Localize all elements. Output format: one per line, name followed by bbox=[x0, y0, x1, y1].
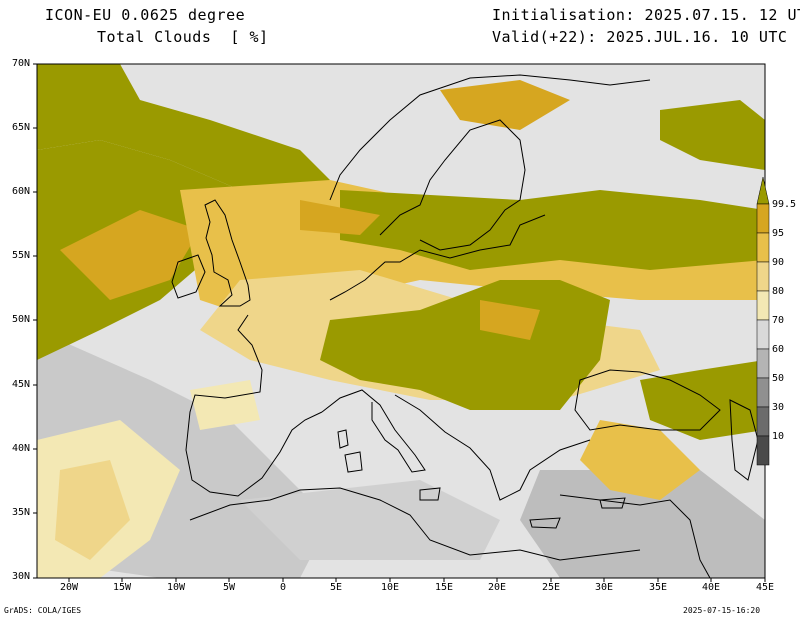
lat-label: 65N bbox=[11, 122, 30, 133]
colorbar-swatch bbox=[756, 377, 770, 408]
lat-label: 45N bbox=[11, 379, 30, 390]
lon-label: 10W bbox=[166, 582, 186, 593]
lon-label: 35E bbox=[648, 582, 668, 593]
colorbar-swatch bbox=[756, 406, 770, 437]
lat-label: 40N bbox=[11, 443, 30, 454]
axis-ticks bbox=[33, 63, 766, 582]
lon-label: 40E bbox=[701, 582, 721, 593]
lon-label: 25E bbox=[541, 582, 561, 593]
lon-label: 15E bbox=[434, 582, 454, 593]
footer-timestamp: 2025-07-15-16:20 bbox=[683, 606, 761, 615]
valid-time: Valid(+22): 2025.JUL.16. 10 UTC bbox=[492, 28, 788, 46]
colorbar-swatch bbox=[756, 290, 770, 321]
colorbar-swatch bbox=[756, 203, 770, 234]
colorbar-swatch bbox=[756, 435, 770, 466]
field-title: Total Clouds [ %] bbox=[97, 28, 269, 46]
colorbar bbox=[756, 176, 770, 466]
lon-label: 20W bbox=[59, 582, 79, 593]
colorbar-label: 99.5 bbox=[772, 199, 797, 210]
lat-label: 70N bbox=[11, 58, 30, 69]
lon-label: 30E bbox=[594, 582, 614, 593]
map-field bbox=[37, 64, 765, 578]
lat-label: 60N bbox=[11, 186, 30, 197]
lon-label: 45E bbox=[755, 582, 775, 593]
colorbar-swatch bbox=[756, 348, 770, 379]
lon-label: 10E bbox=[380, 582, 400, 593]
colorbar-label: 50 bbox=[772, 373, 785, 384]
lat-label: 30N bbox=[11, 571, 30, 582]
lon-label: 0 bbox=[279, 582, 287, 593]
colorbar-label: 60 bbox=[772, 344, 785, 355]
coastlines bbox=[171, 74, 759, 578]
footer-credit: GrADS: COLA/IGES bbox=[4, 606, 82, 615]
model-title: ICON-EU 0.0625 degree bbox=[45, 6, 246, 24]
lon-label: 20E bbox=[487, 582, 507, 593]
colorbar-swatch bbox=[756, 319, 770, 350]
colorbar-label: 95 bbox=[772, 228, 785, 239]
lon-label: 15W bbox=[112, 582, 132, 593]
colorbar-label: 70 bbox=[772, 315, 785, 326]
init-time: Initialisation: 2025.07.15. 12 UTC bbox=[492, 6, 800, 24]
lon-label: 5W bbox=[222, 582, 236, 593]
colorbar-label: 10 bbox=[772, 431, 785, 442]
colorbar-label: 80 bbox=[772, 286, 785, 297]
colorbar-label: 30 bbox=[772, 402, 785, 413]
colorbar-swatch bbox=[756, 261, 770, 292]
lat-label: 35N bbox=[11, 507, 30, 518]
lat-label: 50N bbox=[11, 314, 30, 325]
colorbar-swatch bbox=[756, 232, 770, 263]
lat-label: 55N bbox=[11, 250, 30, 261]
lon-label: 5E bbox=[329, 582, 343, 593]
colorbar-label: 90 bbox=[772, 257, 785, 268]
